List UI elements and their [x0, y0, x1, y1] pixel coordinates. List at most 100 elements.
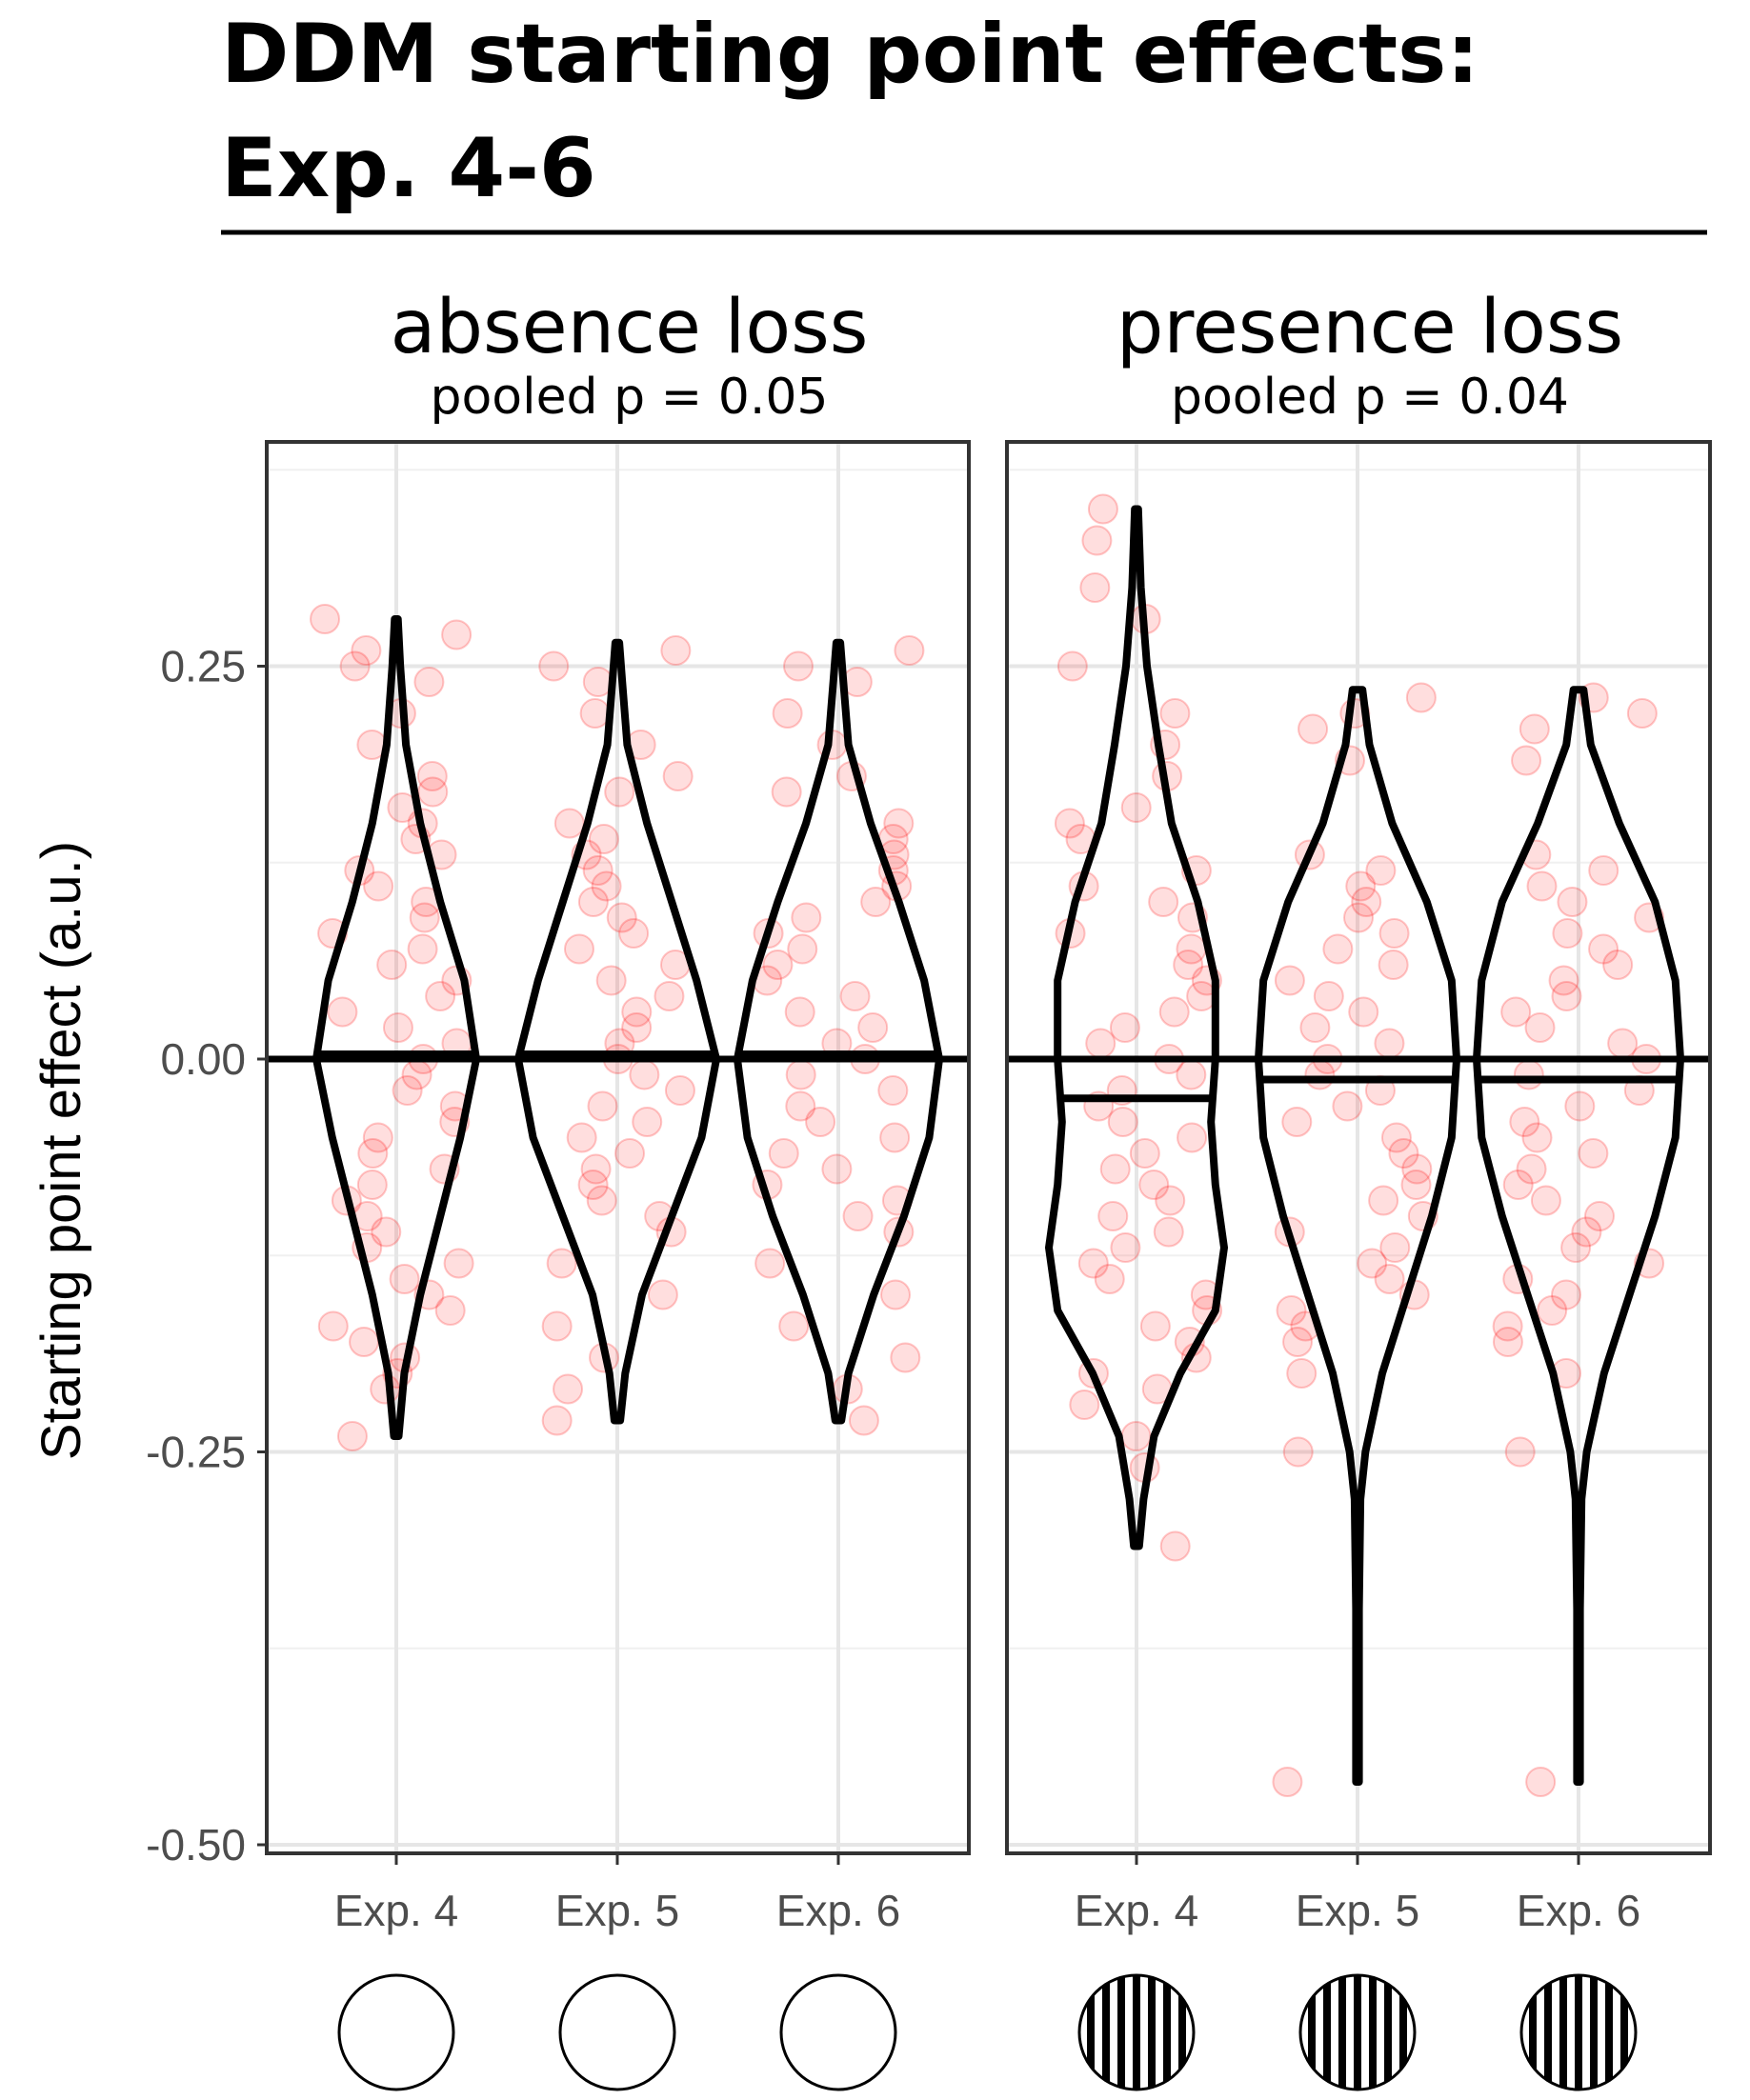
y-tick-label: -0.25: [146, 1428, 246, 1477]
data-point: [1560, 1232, 1592, 1263]
data-point: [660, 635, 692, 666]
data-point: [389, 1264, 420, 1294]
data-point: [1521, 1122, 1553, 1153]
data-point: [1365, 855, 1397, 886]
data-point: [546, 1248, 577, 1279]
data-point: [1099, 1153, 1131, 1185]
data-point: [1516, 1153, 1547, 1185]
data-point: [1351, 887, 1382, 917]
data-point: [1537, 1295, 1568, 1326]
plain-circle-icon: [558, 1973, 676, 2091]
data-point: [336, 1421, 368, 1451]
data-point: [563, 933, 594, 965]
data-point: [1272, 1767, 1303, 1797]
data-point: [877, 1075, 909, 1106]
data-point: [1158, 996, 1190, 1028]
data-point: [784, 996, 815, 1028]
data-point: [317, 1310, 349, 1342]
data-point: [785, 1059, 816, 1090]
panel-title: absence loss: [391, 285, 869, 370]
data-point: [1120, 792, 1152, 823]
data-point: [1511, 745, 1542, 776]
data-point: [1400, 1170, 1432, 1200]
data-point: [1173, 950, 1204, 980]
data-point: [1054, 808, 1085, 839]
data-point: [538, 650, 570, 682]
data-point: [894, 635, 925, 666]
data-point: [606, 902, 637, 933]
data-point: [1299, 1012, 1331, 1043]
data-point: [1519, 713, 1550, 745]
y-tick-label: -0.50: [146, 1820, 246, 1870]
data-point: [339, 650, 371, 682]
data-point: [1129, 1138, 1160, 1169]
data-point: [351, 635, 382, 666]
data-point: [785, 1090, 816, 1122]
data-point: [1492, 1327, 1523, 1357]
data-point: [595, 965, 627, 996]
striped-circle-icon: [1077, 1973, 1196, 2091]
data-point: [1097, 1201, 1129, 1231]
plain-circle-icon: [779, 1973, 897, 2091]
data-point: [860, 887, 892, 917]
data-point: [1357, 1248, 1388, 1279]
striped-circle-icon: [1519, 1973, 1638, 2091]
x-tick-label: Exp. 4: [1075, 1886, 1198, 1935]
data-point: [1282, 1327, 1314, 1357]
y-tick-label: 0.00: [160, 1034, 246, 1084]
data-point: [1177, 1122, 1208, 1153]
panel-title: presence loss: [1116, 285, 1623, 370]
data-point: [1313, 981, 1344, 1011]
data-point: [1374, 1264, 1405, 1294]
data-point: [1388, 1138, 1419, 1169]
data-point: [1526, 870, 1558, 902]
data-point: [349, 1327, 380, 1357]
data-point: [1087, 493, 1118, 525]
data-point: [1492, 1310, 1523, 1342]
x-tick-label: Exp. 5: [555, 1886, 679, 1935]
data-point: [1578, 1138, 1609, 1169]
data-point: [371, 1216, 402, 1248]
panel-subtitle: pooled p = 0.04: [1171, 369, 1569, 426]
data-point: [1509, 1107, 1540, 1137]
data-point: [768, 1138, 799, 1169]
data-point: [541, 1310, 573, 1342]
data-point: [1139, 1310, 1171, 1342]
data-point: [1348, 996, 1379, 1028]
data-point: [382, 1012, 413, 1043]
plain-circle-icon: [337, 1973, 455, 2091]
data-point: [791, 902, 822, 933]
data-point: [1548, 965, 1579, 996]
data-point: [1276, 1295, 1307, 1326]
data-point: [1551, 981, 1582, 1011]
data-points: [1054, 493, 1665, 1797]
data-point: [417, 776, 449, 808]
data-point: [553, 808, 585, 839]
data-point: [1282, 1436, 1314, 1468]
data-point: [1332, 1090, 1363, 1122]
data-point: [1380, 1122, 1412, 1153]
data-point: [621, 996, 653, 1028]
data-point: [425, 981, 456, 1011]
data-point: [1525, 1767, 1557, 1797]
data-point: [621, 1012, 653, 1043]
data-point: [310, 604, 341, 634]
data-point: [664, 1075, 695, 1106]
data-point: [363, 870, 394, 902]
data-point: [890, 1342, 921, 1373]
data-point: [362, 1122, 393, 1153]
data-point: [787, 933, 818, 965]
data-point: [1500, 996, 1532, 1028]
data-point: [413, 667, 445, 697]
data-point: [1109, 1012, 1140, 1043]
y-axis-label: Starting point effect (a.u.): [30, 841, 92, 1460]
data-point: [357, 1138, 389, 1169]
data-point: [392, 1075, 423, 1106]
data-point: [407, 933, 438, 965]
data-point: [1401, 1153, 1433, 1185]
chart-title: DDM starting point effects:: [221, 7, 1479, 102]
data-point: [1304, 1059, 1336, 1090]
data-point: [783, 650, 815, 682]
data-point: [376, 950, 408, 980]
